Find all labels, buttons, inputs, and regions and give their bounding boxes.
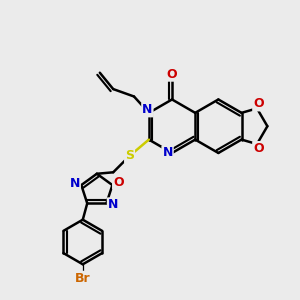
Text: N: N xyxy=(70,177,80,190)
Text: O: O xyxy=(167,68,177,81)
Text: S: S xyxy=(125,149,134,162)
Text: N: N xyxy=(162,146,173,160)
Text: Br: Br xyxy=(75,272,91,285)
Text: N: N xyxy=(142,103,153,116)
Text: N: N xyxy=(108,198,118,211)
Text: O: O xyxy=(113,176,124,189)
Text: O: O xyxy=(253,142,264,155)
Text: O: O xyxy=(253,98,264,110)
